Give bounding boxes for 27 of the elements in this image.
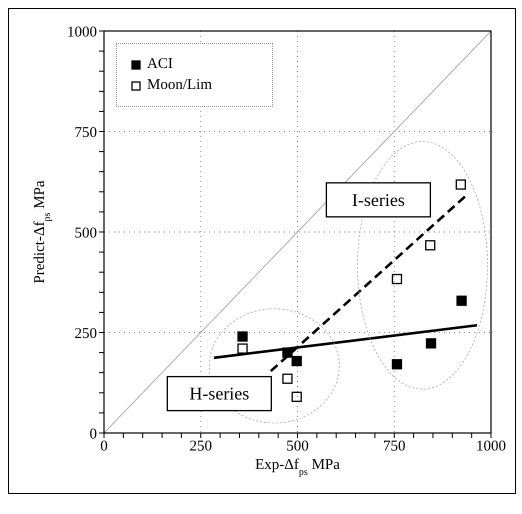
point (456, 296, 467, 306)
y-tick-label: 0 (90, 426, 97, 442)
point (392, 274, 402, 284)
x-tick-label: 500 (286, 438, 309, 455)
point (456, 179, 466, 190)
x-tick-label: 1000 (476, 438, 506, 455)
point (282, 374, 293, 384)
y-tick-label: 750 (74, 124, 97, 141)
x-tick-label: 0 (100, 438, 108, 455)
point (425, 240, 436, 250)
point (237, 331, 248, 342)
y-tick-label: 500 (74, 225, 97, 242)
point (292, 356, 302, 366)
point (237, 343, 248, 354)
x-tick-label: 250 (190, 438, 212, 455)
x-axis-title: Exp-Δf$_{ps}$ MPa (255, 457, 340, 478)
x-tick-label: 750 (383, 438, 406, 455)
y-tick-label: 250 (74, 326, 97, 342)
legend-label: ACI (147, 56, 173, 73)
annotation: H-series (189, 384, 250, 404)
point (292, 392, 302, 402)
point (426, 338, 436, 349)
point (282, 347, 293, 358)
legend-label: Moon/Lim (147, 77, 212, 94)
point (392, 359, 402, 370)
y-tick-label: 1000 (67, 24, 97, 40)
annotation: I-series (352, 190, 405, 210)
